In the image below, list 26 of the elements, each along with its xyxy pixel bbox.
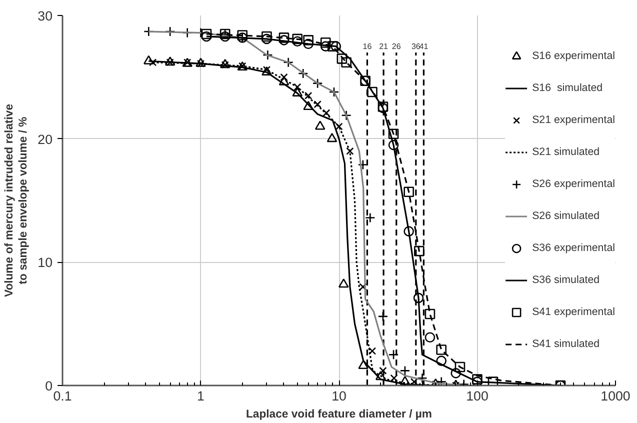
ref-line-label: 16 — [362, 42, 372, 51]
ref-line-label: 41 — [419, 42, 429, 51]
x-tick-label: 10 — [332, 388, 346, 404]
y-tick-label: 10 — [38, 255, 53, 270]
legend-label: S41 simulated — [532, 337, 600, 352]
legend-label: S36 simulated — [532, 273, 600, 288]
legend-label: S21 simulated — [532, 145, 600, 160]
x-tick-label: 100 — [466, 388, 488, 404]
legend-label: S26 experimental — [532, 177, 615, 192]
legend-label: S21 experimental — [532, 113, 615, 128]
x-tick-label: 0.1 — [53, 388, 72, 404]
ref-line-label: 26 — [392, 42, 402, 51]
y-tick-label: 0 — [45, 378, 53, 394]
ref-line-label: 36 — [411, 42, 421, 51]
y-tick-label: 20 — [38, 132, 53, 147]
legend-label: S26 simulated — [532, 209, 600, 224]
legend-label: S36 experimental — [532, 241, 615, 256]
y-axis-title: Volume of mercury intruded relative to sample envelope volume / % — [3, 104, 30, 298]
legend-label: S16 simulated — [532, 81, 603, 96]
legend-label: S41 experimental — [532, 305, 615, 320]
ref-line-label: 21 — [379, 42, 389, 51]
x-tick-label: 1000 — [600, 388, 630, 404]
legend-label: S16 experimental — [532, 49, 615, 64]
x-tick-label: 1 — [197, 388, 204, 404]
y-tick-label: 30 — [38, 8, 53, 24]
x-axis-title: Laplace void feature diameter / µm — [246, 408, 432, 420]
